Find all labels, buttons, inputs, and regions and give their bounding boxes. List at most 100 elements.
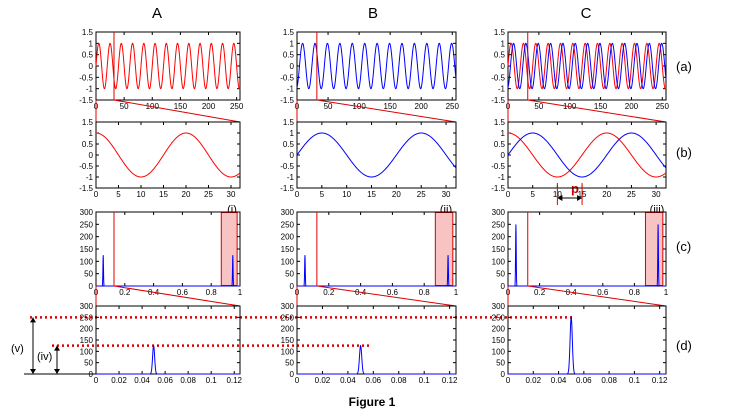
x-tick-label: 0.08 xyxy=(391,376,407,385)
x-tick-label: 0.2 xyxy=(119,288,131,297)
y-tick-label: -0.5 xyxy=(491,73,505,82)
y-tick-label: 100 xyxy=(80,257,94,266)
x-tick-label: 0 xyxy=(506,376,511,385)
series-blue-0 xyxy=(296,42,457,90)
y-tick-label: 300 xyxy=(492,208,506,217)
x-tick-label: 0.04 xyxy=(551,376,567,385)
series-red-0 xyxy=(95,42,241,90)
x-tick-label: 250 xyxy=(446,102,460,111)
row-b-b: 0 5 10 15 20 25 30 -1.5 -1 -0.5 0 0.5 1 1.5 xyxy=(280,118,457,199)
x-tick-label: 150 xyxy=(383,102,397,111)
y-tick-label: -1 xyxy=(86,173,94,182)
y-tick-label: 0.5 xyxy=(283,140,295,149)
row-label-d: (d) xyxy=(676,338,692,353)
y-tick-label: 150 xyxy=(281,245,295,254)
x-tick-label: 5 xyxy=(530,190,535,199)
y-tick-label: 50 xyxy=(285,359,294,368)
y-tick-label: 200 xyxy=(80,233,94,242)
arrow-v xyxy=(30,317,36,374)
series-red-0 xyxy=(507,42,667,90)
y-tick-label: 150 xyxy=(281,336,295,345)
spectrum-line xyxy=(508,315,666,375)
row-b-c: 0 5 10 15 20 25 30-1.5-1-0.500.511.5 xyxy=(491,118,667,199)
series-red-0 xyxy=(508,132,667,178)
x-tick-label: 50 xyxy=(324,102,333,111)
y-tick-label: 200 xyxy=(80,325,94,334)
y-tick-label: 1.5 xyxy=(494,28,506,37)
x-tick-label: 50 xyxy=(534,102,543,111)
x-tick-label: 0 xyxy=(295,376,300,385)
x-tick-label: 200 xyxy=(415,102,429,111)
x-tick-label: 150 xyxy=(594,102,608,111)
y-tick-label: 0.5 xyxy=(82,140,94,149)
x-tick-label: 0 xyxy=(295,190,300,199)
y-tick-label: 1 xyxy=(89,129,94,138)
plot-frame xyxy=(95,305,241,375)
y-tick-label: 1 xyxy=(501,39,506,48)
y-tick-label: -1 xyxy=(86,85,94,94)
x-tick-label: 0.02 xyxy=(525,376,541,385)
y-tick-label: -1 xyxy=(287,85,295,94)
y-tick-label: 50 xyxy=(496,359,505,368)
row-label-a: (a) xyxy=(676,59,692,74)
y-tick-label: 100 xyxy=(492,257,506,266)
row-d-b: 0 0.02 0.04 0.06 0.08 0.1 0.120501001502002503… xyxy=(281,302,458,385)
y-tick-label: -0.5 xyxy=(491,162,505,171)
spectrum-line xyxy=(96,255,240,287)
plot-frame xyxy=(507,31,667,101)
y-tick-label: 0 xyxy=(501,282,506,291)
x-tick-label: 30 xyxy=(227,190,236,199)
highlight-region xyxy=(434,212,454,286)
y-tick-label: 250 xyxy=(492,220,506,229)
series-blue-1 xyxy=(507,42,667,90)
plot-frame xyxy=(296,31,457,101)
zoom-connector xyxy=(527,285,667,307)
y-tick-label: 1 xyxy=(501,129,506,138)
y-tick-label: -1 xyxy=(287,173,295,182)
x-tick-label: 1 xyxy=(454,288,459,297)
x-tick-label: 0 xyxy=(94,190,99,199)
plot-frame xyxy=(95,31,241,101)
y-tick-label: 150 xyxy=(80,245,94,254)
y-tick-label: -0.5 xyxy=(280,162,294,171)
y-tick-label: 1 xyxy=(290,129,295,138)
y-tick-label: 0.5 xyxy=(82,51,94,60)
x-tick-label: 0.2 xyxy=(534,288,546,297)
y-tick-label: -1.5 xyxy=(491,96,505,105)
y-tick-label: 150 xyxy=(492,336,506,345)
phase-shift-annotation xyxy=(556,183,583,205)
x-tick-label: 0.12 xyxy=(652,376,668,385)
bracket-arrowhead-top xyxy=(54,345,60,351)
y-tick-label: -1 xyxy=(498,85,506,94)
x-tick-label: 25 xyxy=(417,190,426,199)
x-tick-label: 0.08 xyxy=(601,376,617,385)
y-tick-label: -1.5 xyxy=(79,96,93,105)
y-tick-label: -0.5 xyxy=(79,162,93,171)
row-label-c: (c) xyxy=(676,239,691,254)
y-tick-label: -1 xyxy=(498,173,506,182)
y-tick-label: -1.5 xyxy=(491,184,505,193)
y-tick-label: 1.5 xyxy=(494,118,506,127)
y-tick-label: 0 xyxy=(290,151,295,160)
plot-frame xyxy=(507,211,667,287)
y-tick-label: 50 xyxy=(84,359,93,368)
series-blue-0 xyxy=(296,132,457,178)
y-tick-label: 1.5 xyxy=(283,28,295,37)
row-b-a: 0 5 10 15 20 25 30 -1.5 -1 -0.5 0 0.5 1 1.5 xyxy=(79,118,241,199)
y-tick-label: 250 xyxy=(80,313,94,322)
x-tick-label: 0.6 xyxy=(387,288,399,297)
plot-frame xyxy=(507,121,667,189)
column-label-a: A xyxy=(152,5,162,22)
marker-v: (v) xyxy=(11,343,24,355)
phase-arrowhead-right xyxy=(577,195,583,201)
x-tick-label: 0.02 xyxy=(111,376,127,385)
x-tick-label: 250 xyxy=(230,102,244,111)
spectrum-line xyxy=(96,344,240,375)
x-tick-label: 0.04 xyxy=(340,376,356,385)
y-tick-label: 150 xyxy=(492,245,506,254)
y-tick-label: 50 xyxy=(285,270,294,279)
row-d-a: 0 0.02 0.04 0.06 0.08 0.1 0.120501001502002503… xyxy=(80,302,243,385)
y-tick-label: 1.5 xyxy=(82,118,94,127)
y-tick-label: 100 xyxy=(492,347,506,356)
plot-frame xyxy=(296,211,457,287)
